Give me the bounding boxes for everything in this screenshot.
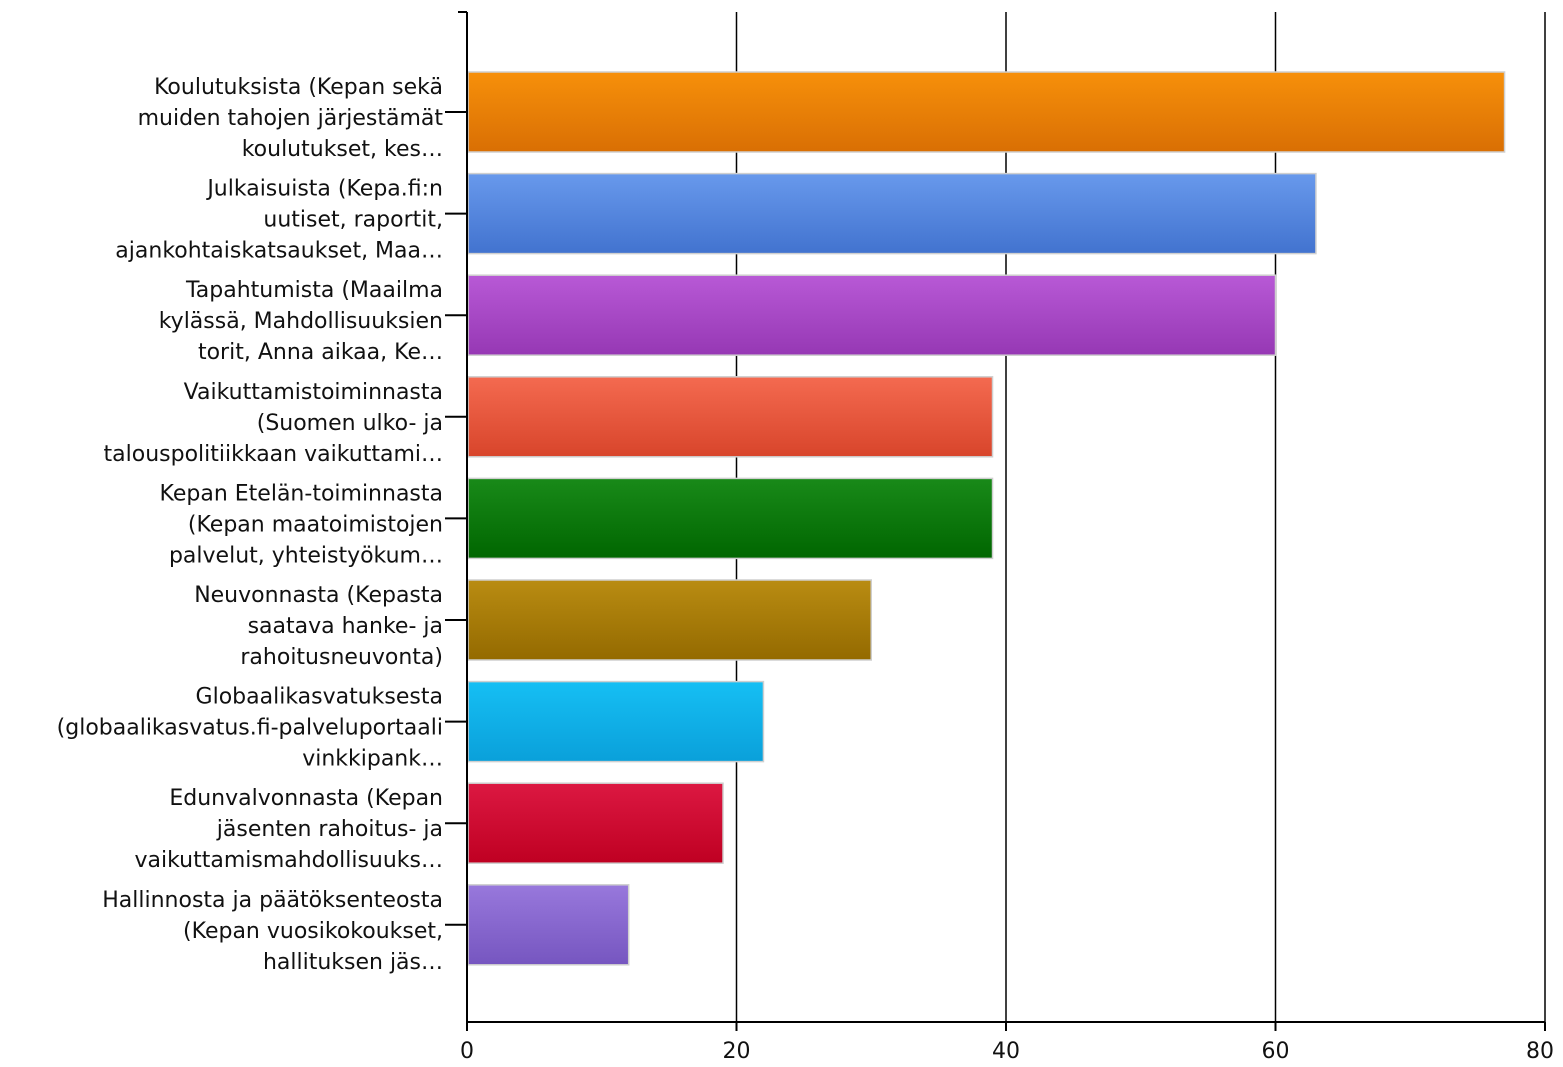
category-label-7: Globaalikasvatuksesta (globaalikasvatus.f… [57,685,443,772]
axes [445,11,1546,1031]
x-tick-label-40: 40 [992,1039,1020,1064]
category-label-2: Julkaisuista (Kepa.fi:n uutiset, raportit… [115,177,443,264]
category-label-3: Tapahtumista (Maailma kylässä, Mahdollisu… [159,278,443,365]
x-tick-label-0: 0 [460,1039,474,1064]
category-label-9: Hallinnosta ja päätöksenteosta (Kepan vuo… [102,888,443,975]
bar-2 [467,172,1317,255]
x-tick-label-80: 80 [1526,1039,1554,1064]
category-label-6: Neuvonnasta (Kepasta saatava hanke- ja rah… [194,583,443,670]
bar-3 [467,274,1277,356]
bar-1 [467,71,1506,153]
bar-9 [467,884,630,966]
x-tick-label-60: 60 [1262,1039,1290,1064]
category-labels: Koulutuksista (Kepan sekä muiden tahojen … [57,75,444,975]
x-tick-label-20: 20 [723,1039,751,1064]
category-label-1: Koulutuksista (Kepan sekä muiden tahojen … [138,75,444,162]
bar-7 [467,680,765,763]
category-label-4: Vaikuttamistoiminnasta (Suomen ulko- ja ta… [104,380,443,467]
bar-6 [467,579,872,661]
category-label-8: Edunvalvonnasta (Kepan jäsenten rahoitus-… [134,786,443,873]
category-label-5: Kepan Etelän-toiminnasta (Kepan maatoimis… [160,481,443,568]
tick-labels: 0 20 40 60 80 [460,1039,1554,1064]
bar-4 [467,376,994,458]
bar-8 [467,782,724,864]
bars [467,71,1506,966]
bar-5 [467,477,994,560]
